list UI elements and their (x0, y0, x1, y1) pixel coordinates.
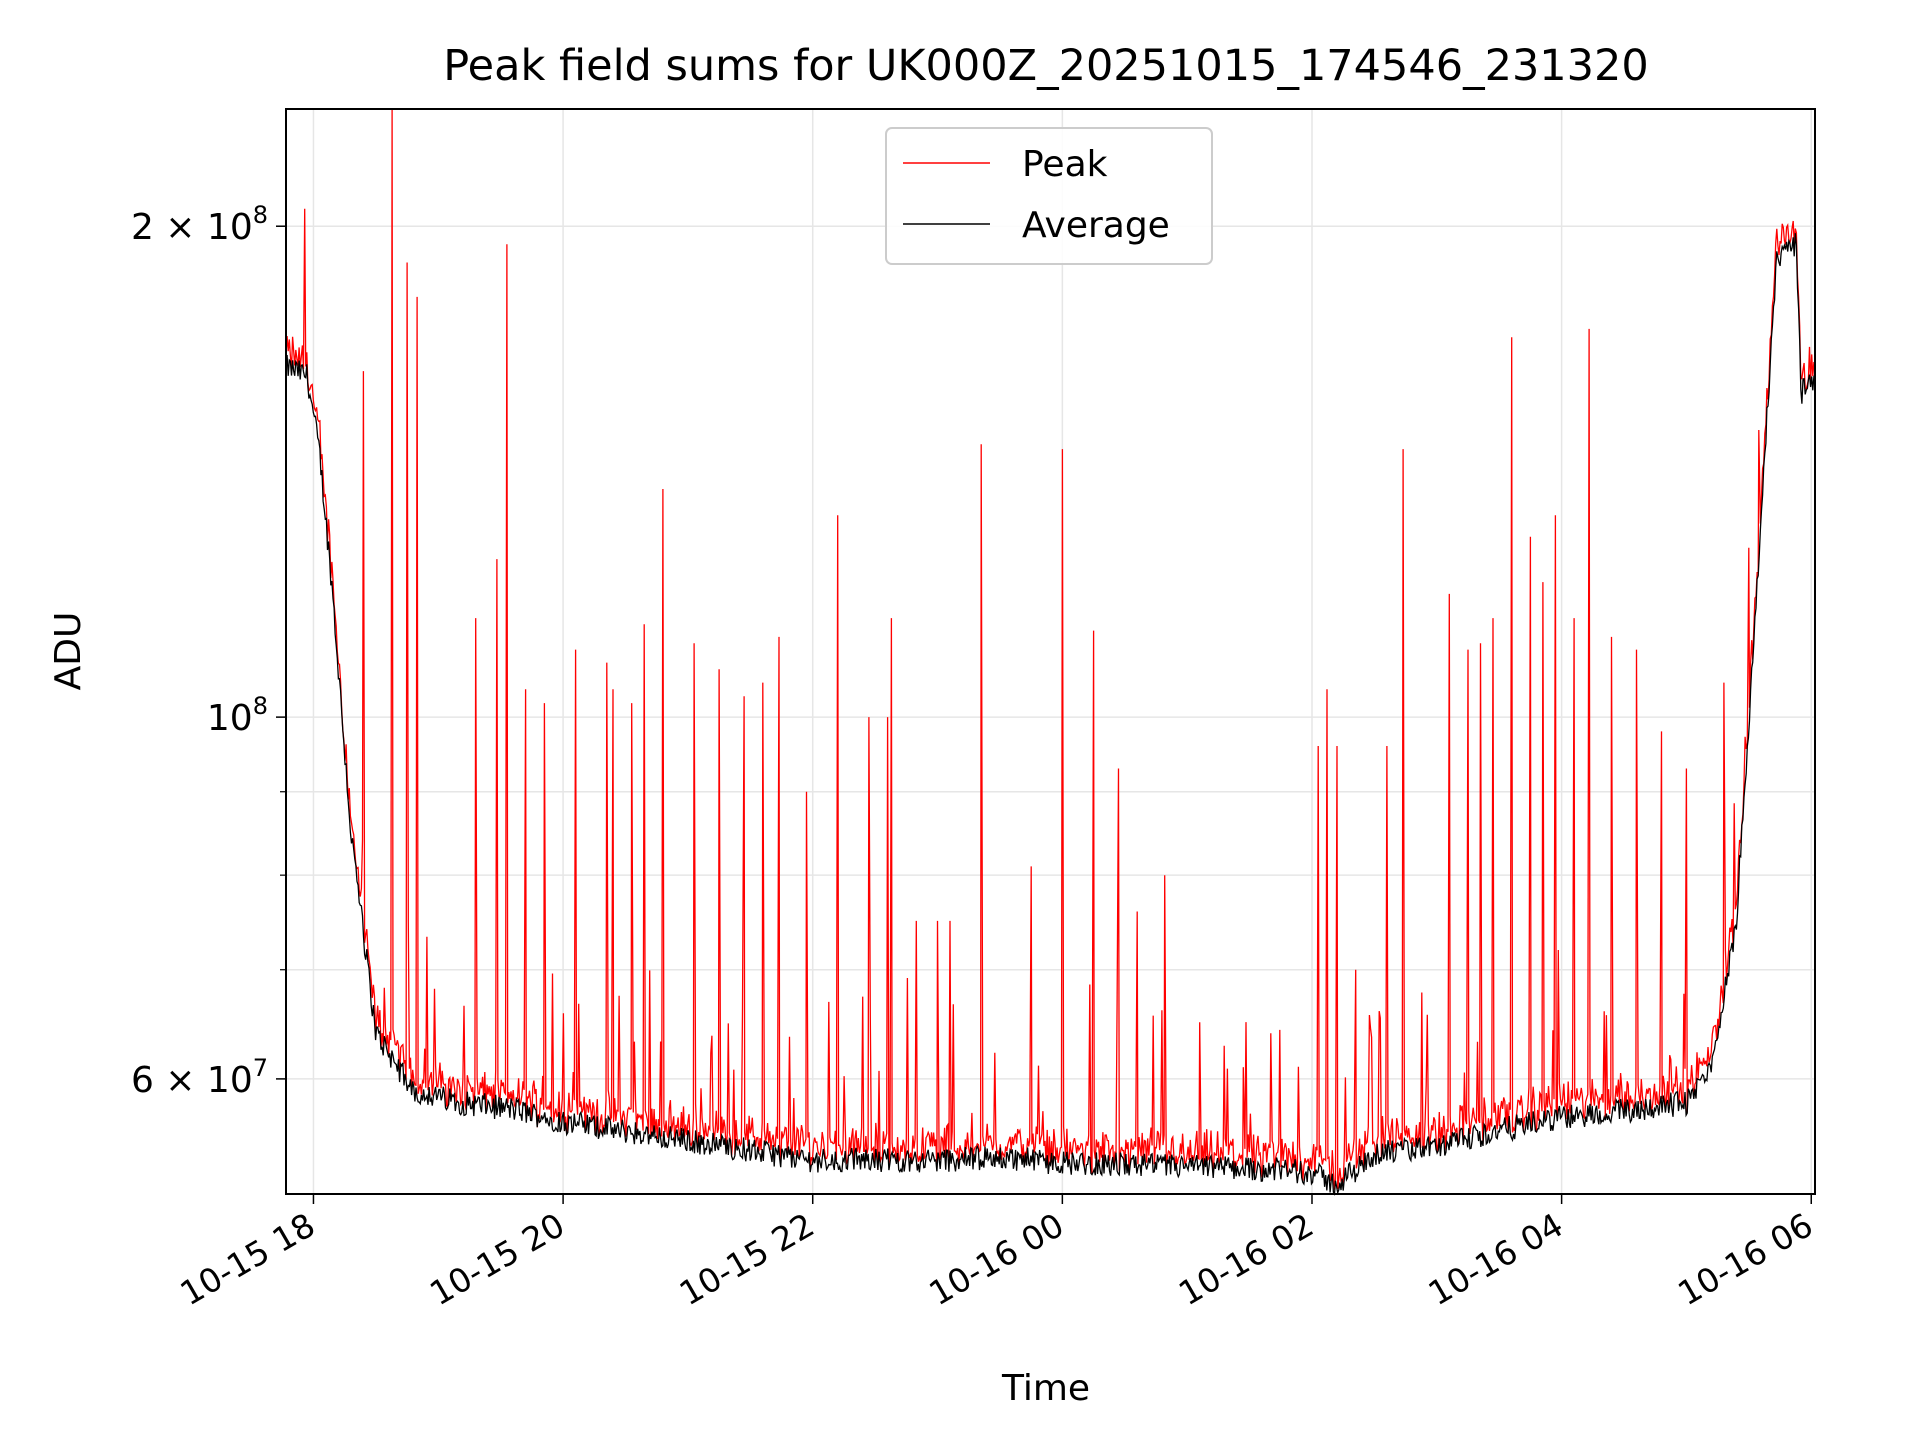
plot-frame (285, 108, 1816, 1195)
x-axis-label: Time (1001, 1368, 1090, 1409)
y-tick-label: 6 × 107 (131, 1054, 268, 1101)
legend: Peak Average (885, 127, 1213, 265)
grid-lines (286, 109, 1815, 1194)
average-line (285, 233, 1816, 1197)
y-axis-ticks: 2 × 108 108 6 × 107 (131, 201, 286, 1101)
y-tick-label: 108 (207, 692, 268, 739)
x-tick-label: 10-16 06 (1671, 1205, 1819, 1313)
legend-peak-label: Peak (1022, 144, 1108, 185)
x-tick-label: 10-16 00 (922, 1205, 1070, 1313)
plot-area (286, 109, 1815, 1194)
average-series (285, 233, 1816, 1197)
x-tick-label: 10-16 04 (1422, 1205, 1570, 1313)
y-axis-label: ADU (48, 612, 89, 691)
x-tick-label: 10-15 18 (173, 1205, 321, 1313)
y-tick-label: 2 × 108 (131, 201, 268, 248)
x-tick-label: 10-15 20 (423, 1205, 571, 1313)
legend-average-label: Average (1022, 205, 1170, 246)
chart-title: Peak field sums for UK000Z_20251015_1745… (443, 41, 1649, 91)
legend-box (885, 127, 1213, 265)
x-tick-label: 10-16 02 (1172, 1205, 1320, 1313)
x-axis-ticks: 10-15 18 10-15 20 10-15 22 10-16 00 10-16 02… (173, 1194, 1819, 1313)
x-tick-label: 10-15 22 (673, 1205, 821, 1313)
